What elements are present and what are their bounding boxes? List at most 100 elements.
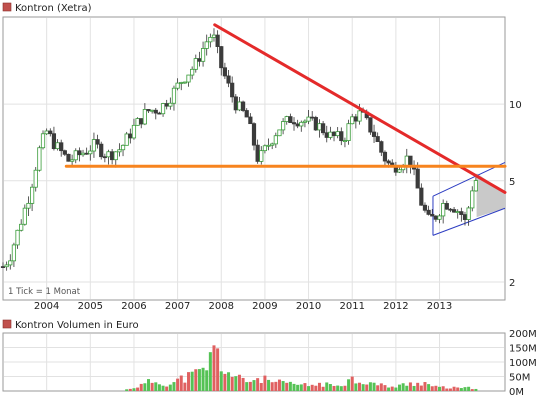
candle-body <box>197 58 202 62</box>
candle-body <box>51 133 57 150</box>
volume-bar <box>463 387 467 391</box>
candle-body <box>128 133 133 139</box>
volume-bar <box>227 372 231 391</box>
volume-bar <box>467 386 471 391</box>
volume-y-tick-label: 150M <box>509 344 537 355</box>
candle-body <box>208 36 213 43</box>
price-legend-swatch <box>2 2 12 12</box>
candle-body <box>324 132 329 138</box>
volume-bar <box>168 384 172 391</box>
volume-bar <box>307 386 311 391</box>
candle-body <box>237 101 242 111</box>
volume-y-tick-label: 50M <box>509 373 530 384</box>
volume-bar <box>416 382 420 391</box>
volume-bar <box>157 384 161 391</box>
volume-bar <box>125 389 129 391</box>
candle-body <box>59 142 64 152</box>
x-tick-label: 2012 <box>383 301 408 312</box>
volume-bar <box>459 388 463 391</box>
volume-bar <box>398 384 402 391</box>
candle-body <box>139 118 144 125</box>
x-tick-label: 2004 <box>34 301 59 312</box>
candle-body <box>357 110 362 122</box>
volume-bar <box>187 372 191 391</box>
candle-body <box>33 169 38 188</box>
price-chart-title: Kontron (Xetra) <box>15 3 92 14</box>
y-tick-label: 5 <box>509 177 515 188</box>
candle-body <box>146 109 151 112</box>
volume-bar <box>379 383 383 391</box>
volume-bar <box>390 386 394 391</box>
candle-body <box>466 207 471 220</box>
candle-body <box>157 112 162 115</box>
candle-body <box>190 68 195 76</box>
candle-body <box>211 34 217 38</box>
volume-bar <box>405 385 409 391</box>
volume-bar <box>161 385 165 391</box>
volume-bar <box>172 382 176 391</box>
volume-bar <box>208 352 212 391</box>
candle-body <box>270 143 275 146</box>
channel-upper-line <box>432 162 506 197</box>
volume-bar <box>245 382 249 391</box>
x-tick-label: 2013 <box>427 301 452 312</box>
candle-body <box>291 122 297 125</box>
candle-body <box>437 215 442 220</box>
candle-body <box>193 58 198 70</box>
candle-body <box>70 159 75 162</box>
candle-body <box>80 152 86 156</box>
volume-bar <box>176 378 180 391</box>
volume-y-tick-label: 200M <box>509 329 537 340</box>
volume-bar <box>423 382 427 391</box>
candle-body <box>350 116 355 125</box>
candle-body <box>382 151 388 162</box>
candle-body <box>451 209 457 213</box>
candle-body <box>135 118 140 126</box>
candle-body <box>473 180 478 192</box>
candle-body <box>306 116 311 122</box>
volume-bar <box>430 386 434 391</box>
candle-body <box>19 223 24 231</box>
candle-body <box>433 215 438 220</box>
volume-y-tick-label: 100M <box>509 358 537 369</box>
x-tick-label: 2008 <box>209 301 234 312</box>
volume-bar <box>234 376 238 391</box>
volume-bar <box>205 370 209 391</box>
candle-body <box>117 149 122 153</box>
volume-bar <box>263 375 267 391</box>
candle-body <box>346 123 351 141</box>
volume-bar <box>292 383 296 391</box>
volume-bar <box>387 387 391 391</box>
volume-legend-swatch <box>2 319 12 329</box>
volume-bar <box>128 388 132 391</box>
candle-body <box>66 153 71 162</box>
candle-body <box>339 131 344 142</box>
volume-bar <box>310 384 314 391</box>
candle-body <box>37 147 42 171</box>
candle-body <box>84 152 89 155</box>
candle-body <box>415 168 420 189</box>
candle-body <box>462 214 468 220</box>
candle-body <box>171 87 177 104</box>
candle-body <box>113 151 118 161</box>
candle-body <box>153 109 158 114</box>
candle-body <box>44 130 49 135</box>
candle-body <box>371 131 377 137</box>
candle-body <box>215 34 220 47</box>
candle-body <box>110 151 115 161</box>
candle-body <box>262 145 268 152</box>
volume-bar <box>376 385 380 391</box>
volume-bar <box>347 379 351 391</box>
volume-bar <box>154 382 158 391</box>
candle-body <box>168 102 173 107</box>
volume-bar <box>314 385 318 391</box>
volume-bar <box>339 386 343 391</box>
volume-bar <box>248 381 252 391</box>
volume-bar <box>332 385 336 391</box>
volume-bar <box>354 383 358 391</box>
x-tick-label: 2005 <box>78 301 103 312</box>
candle-body <box>273 135 278 145</box>
candle-body <box>62 150 67 155</box>
